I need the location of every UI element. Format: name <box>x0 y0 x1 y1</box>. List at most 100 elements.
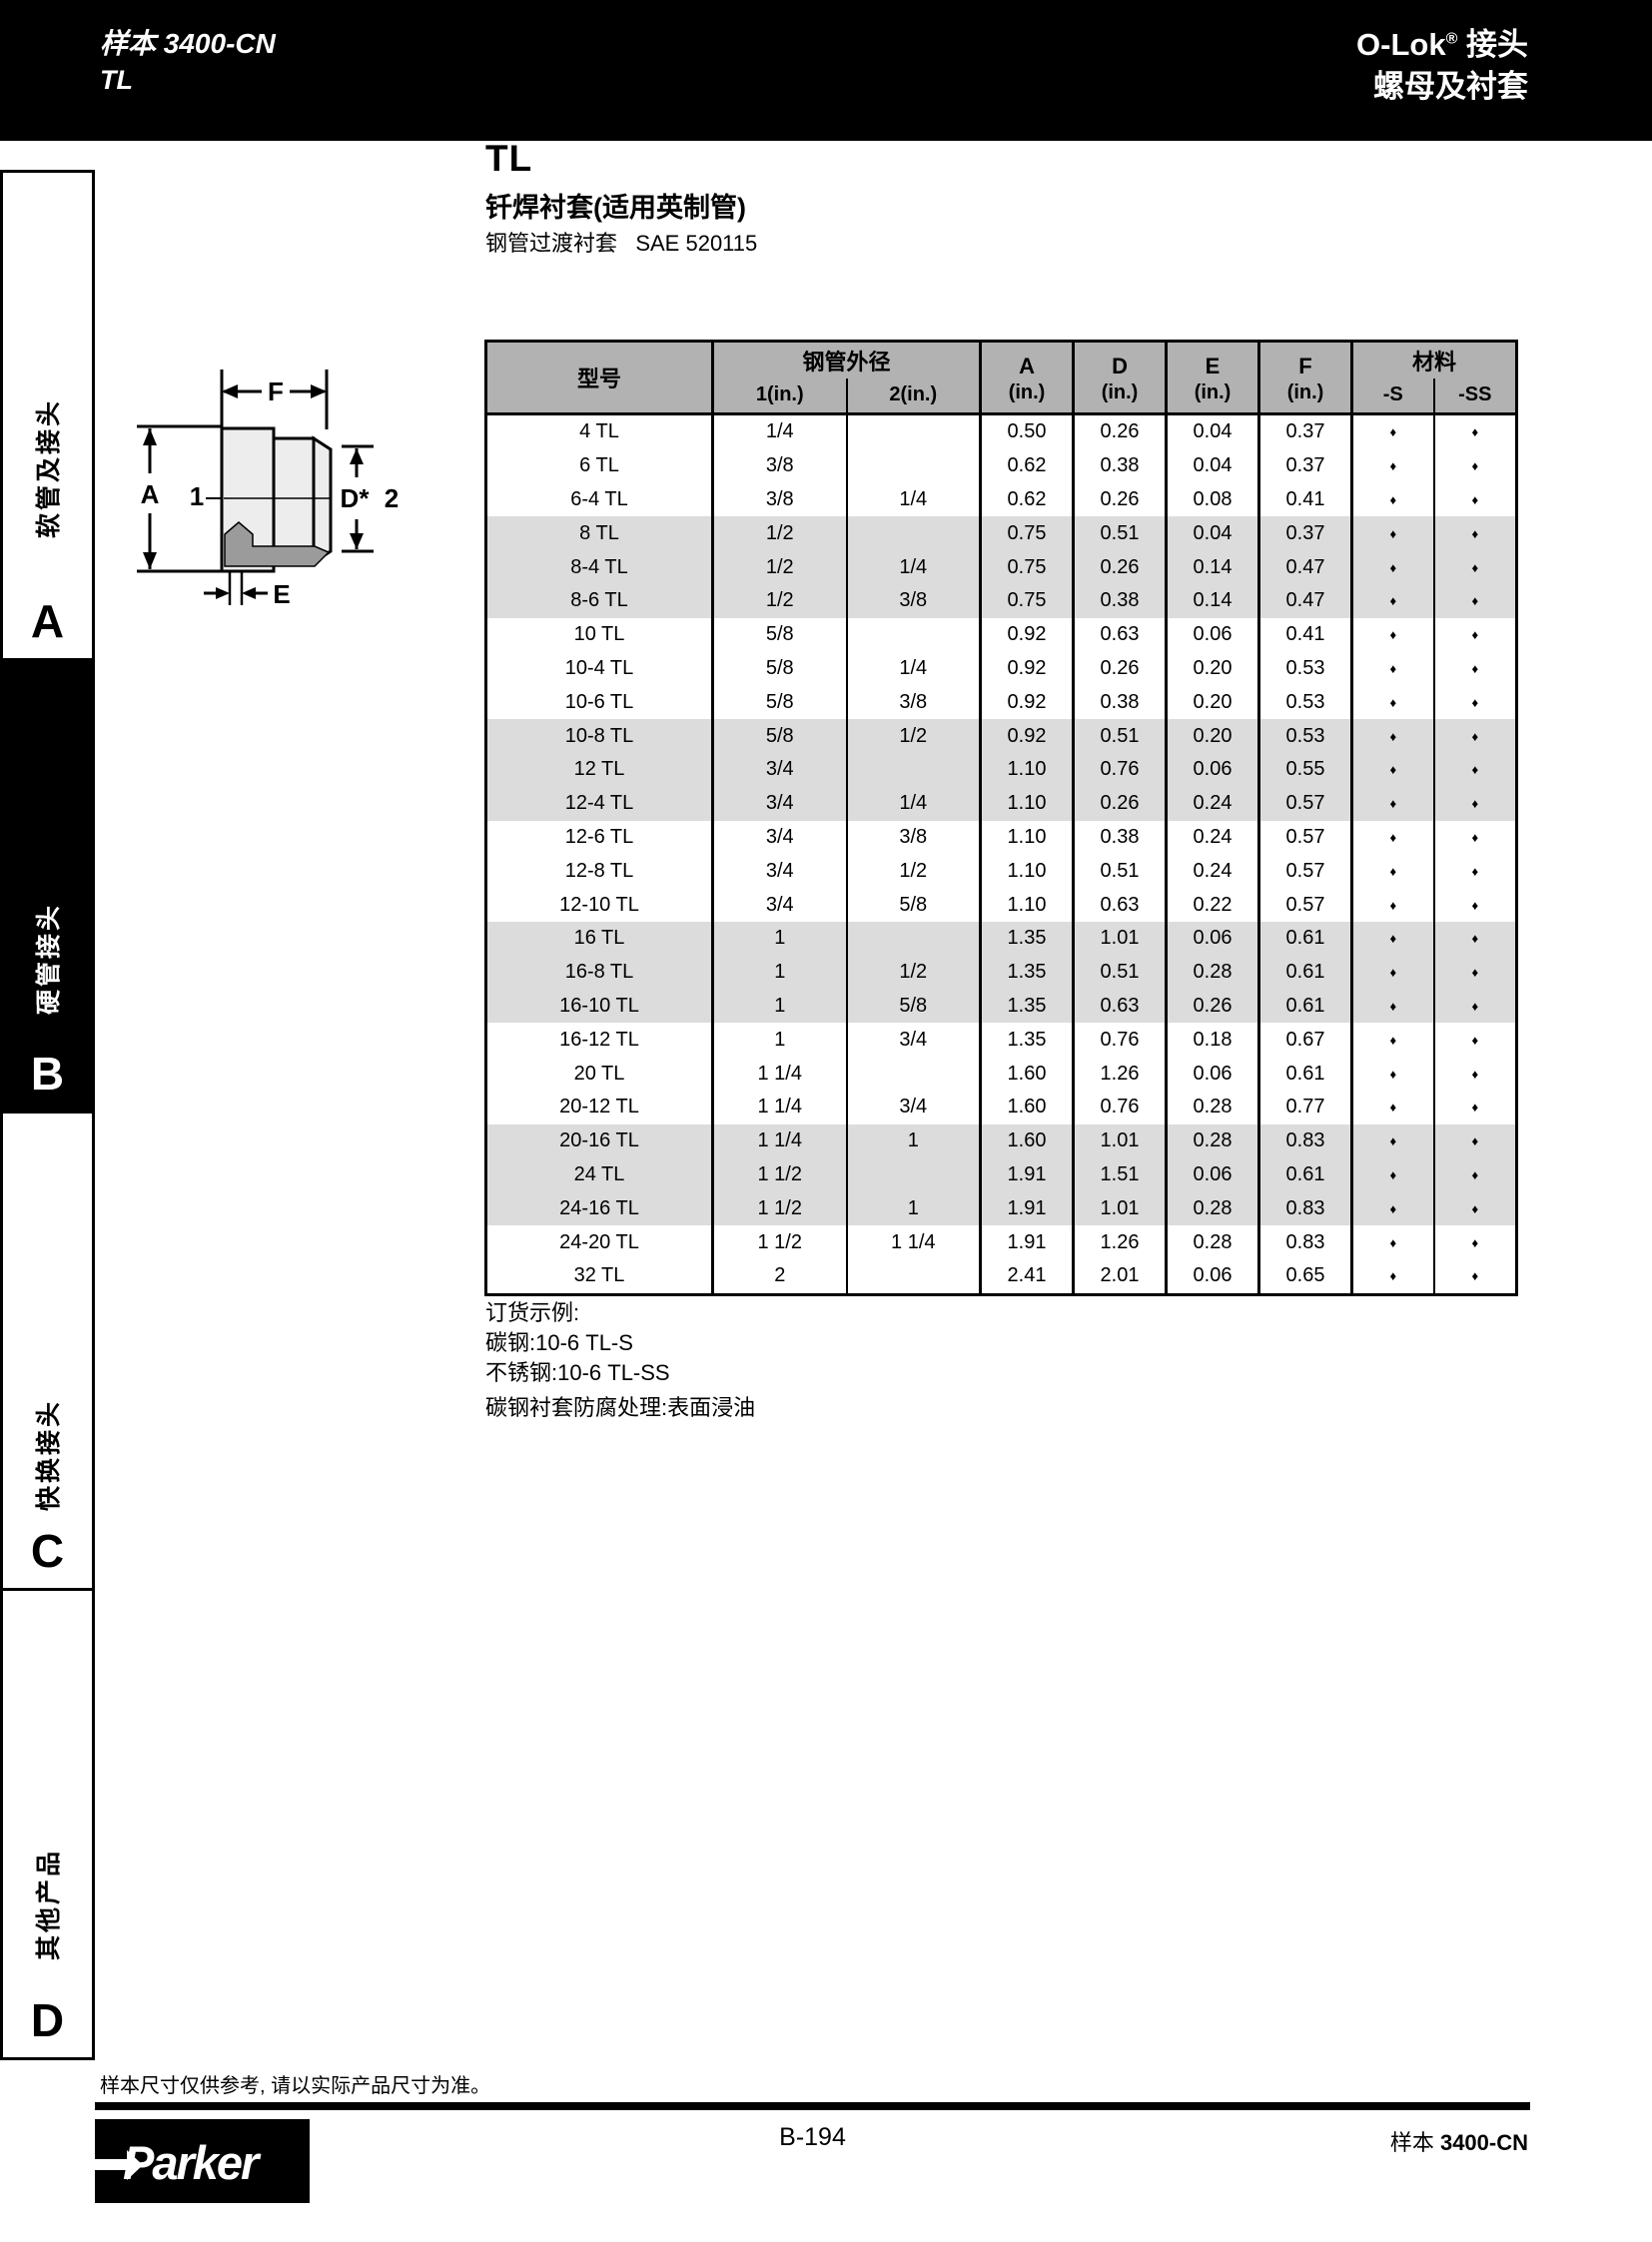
table-cell <box>845 1057 981 1091</box>
col-letter-d: D <box>1112 353 1128 378</box>
table-cell: 1.91 <box>979 1225 1074 1259</box>
table-cell: 5/8 <box>845 989 981 1024</box>
col-letter-f: F <box>1298 353 1312 378</box>
table-cell: 24-16 TL <box>485 1191 713 1226</box>
table-cell: 0.26 <box>1072 651 1167 686</box>
material-dot: ♦ <box>1432 752 1517 787</box>
table-cell: 1.35 <box>979 955 1074 990</box>
table-cell: 0.92 <box>979 651 1074 686</box>
table-row: 12-6 TL 3/4 3/8 1.10 0.38 0.24 0.57 ♦ ♦ <box>485 820 1517 855</box>
table-row: 16-10 TL 1 5/8 1.35 0.63 0.26 0.61 ♦ ♦ <box>485 989 1517 1024</box>
table-cell: 0.20 <box>1165 685 1259 720</box>
table-cell: 0.28 <box>1165 1090 1259 1124</box>
material-dot: ♦ <box>1432 482 1517 517</box>
page-subtitle: 钎焊衬套(适用英制管) <box>485 193 746 223</box>
material-dot: ♦ <box>1350 719 1434 753</box>
table-cell: 1 1/4 <box>711 1090 847 1124</box>
material-dot: ♦ <box>1350 583 1434 618</box>
material-dot: ♦ <box>1432 685 1517 720</box>
table-cell: 12-10 TL <box>485 888 713 922</box>
table-cell: 3/4 <box>845 1023 981 1058</box>
logo-arrow-icon <box>95 2159 127 2170</box>
table-cell: 0.41 <box>1257 482 1352 517</box>
material-dot: ♦ <box>1432 413 1517 449</box>
col-header-e: E (in.) <box>1165 341 1259 415</box>
table-cell: 1.26 <box>1072 1057 1167 1091</box>
table-cell: 0.28 <box>1165 1191 1259 1226</box>
table-cell: 0.24 <box>1165 854 1259 889</box>
dim-label-a: A <box>141 479 160 509</box>
table-cell: 1 <box>711 921 847 956</box>
note-line: 订货示例: <box>485 1300 580 1325</box>
material-dot: ♦ <box>1432 719 1517 753</box>
table-cell: 1 <box>845 1191 981 1226</box>
product-subtitle: 螺母及衬套 <box>1373 69 1528 104</box>
logo-arrowhead-icon <box>127 2150 143 2180</box>
table-cell: 0.61 <box>1257 1157 1352 1192</box>
table-cell: 0.06 <box>1165 1057 1259 1091</box>
table-cell: 1/2 <box>711 516 847 551</box>
table-cell: 2.41 <box>979 1258 1074 1295</box>
table-cell: 0.37 <box>1257 448 1352 483</box>
table-row: 12-4 TL 3/4 1/4 1.10 0.26 0.24 0.57 ♦ ♦ <box>485 786 1517 821</box>
table-row: 24 TL 1 1/2 1.91 1.51 0.06 0.61 ♦ ♦ <box>485 1157 1517 1192</box>
table-cell: 0.47 <box>1257 583 1352 618</box>
page-title: TL <box>485 138 533 179</box>
table-row: 16-8 TL 1 1/2 1.35 0.51 0.28 0.61 ♦ ♦ <box>485 955 1517 990</box>
table-cell: 16 TL <box>485 921 713 956</box>
table-cell: 24-20 TL <box>485 1225 713 1259</box>
table-cell: 0.08 <box>1165 482 1259 517</box>
table-row: 24-20 TL 1 1/2 1 1/4 1.91 1.26 0.28 0.83 ♦ ♦ <box>485 1225 1517 1259</box>
table-cell: 0.22 <box>1165 888 1259 922</box>
col-header-a: A (in.) <box>979 341 1074 415</box>
col-unit: (in.) <box>1286 380 1324 403</box>
table-cell: 1.01 <box>1072 1123 1167 1158</box>
table-cell: 0.57 <box>1257 820 1352 855</box>
col-header-material: 材料 <box>1350 341 1517 378</box>
table-cell: 0.26 <box>1072 482 1167 517</box>
table-cell: 0.83 <box>1257 1225 1352 1259</box>
table-cell: 0.38 <box>1072 448 1167 483</box>
table-cell: 0.76 <box>1072 1023 1167 1058</box>
material-dot: ♦ <box>1350 413 1434 449</box>
logo-text: Parker <box>123 2136 259 2189</box>
sidebar-section-letter: D <box>30 1994 65 2046</box>
sidebar-section-label: 软管及接头 <box>35 397 63 539</box>
table-cell: 0.61 <box>1257 1057 1352 1091</box>
sidebar-section-letter: C <box>30 1525 65 1577</box>
table-cell: 3/4 <box>711 752 847 787</box>
table-row: 6 TL 3/8 0.62 0.38 0.04 0.37 ♦ ♦ <box>485 448 1517 483</box>
table-cell: 0.83 <box>1257 1123 1352 1158</box>
material-dot: ♦ <box>1432 786 1517 821</box>
table-cell: 0.63 <box>1072 989 1167 1024</box>
table-cell: 0.76 <box>1072 1090 1167 1124</box>
table-cell: 0.06 <box>1165 752 1259 787</box>
table-cell: 0.75 <box>979 516 1074 551</box>
table-body: 4 TL 1/4 0.50 0.26 0.04 0.37 ♦ ♦ 6 TL 3/8 0.62 0.38… <box>485 413 1517 1295</box>
table-cell: 0.20 <box>1165 651 1259 686</box>
table-cell: 1 <box>845 1123 981 1158</box>
material-dot: ♦ <box>1350 1191 1434 1226</box>
table-cell: 0.51 <box>1072 719 1167 753</box>
col-header-steel: -S <box>1350 377 1434 415</box>
table-cell: 12-6 TL <box>485 820 713 855</box>
material-dot: ♦ <box>1432 1258 1517 1295</box>
catalog-prefix: 样本 <box>1389 2130 1440 2155</box>
table-cell: 0.14 <box>1165 583 1259 618</box>
table-cell: 3/8 <box>845 820 981 855</box>
table-cell: 0.92 <box>979 719 1074 753</box>
table-cell: 1.10 <box>979 854 1074 889</box>
table-cell: 0.83 <box>1257 1191 1352 1226</box>
material-dot: ♦ <box>1432 955 1517 990</box>
table-cell: 1 1/2 <box>711 1157 847 1192</box>
material-dot: ♦ <box>1432 820 1517 855</box>
registered-mark: ® <box>1445 30 1458 48</box>
table-row: 12 TL 3/4 1.10 0.76 0.06 0.55 ♦ ♦ <box>485 752 1517 787</box>
material-dot: ♦ <box>1350 1123 1434 1158</box>
col-header-od2: 2(in.) <box>845 377 981 415</box>
table-row: 10 TL 5/8 0.92 0.63 0.06 0.41 ♦ ♦ <box>485 617 1517 652</box>
table-cell: 20-12 TL <box>485 1090 713 1124</box>
material-dot: ♦ <box>1432 888 1517 922</box>
table-cell: 0.61 <box>1257 921 1352 956</box>
